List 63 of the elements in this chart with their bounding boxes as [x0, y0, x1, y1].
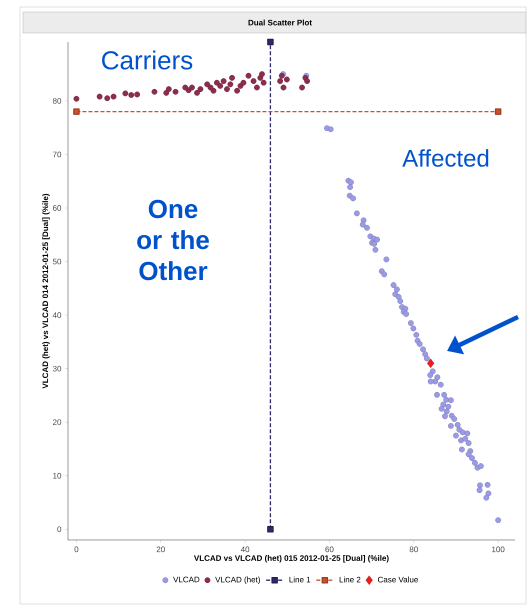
x-tick-label: 0 [74, 546, 78, 552]
point [224, 86, 230, 92]
x-tick-label: 60 [325, 546, 334, 552]
point [198, 86, 204, 92]
legend-label: Line 2 [340, 576, 360, 582]
point [267, 526, 274, 533]
point [304, 78, 310, 84]
point [494, 108, 502, 115]
point [210, 88, 216, 94]
point [227, 81, 234, 88]
legend-label: VLCAD [173, 576, 200, 582]
point [128, 92, 134, 98]
point [110, 94, 116, 100]
x-tick-label: 100 [492, 546, 504, 552]
y-tick-label: 80 [52, 98, 62, 104]
point [260, 80, 267, 86]
point [104, 95, 110, 102]
y-tick-label: 40 [52, 312, 62, 318]
point [194, 90, 200, 96]
point [217, 83, 224, 89]
point [152, 88, 158, 95]
point [259, 71, 265, 78]
x-tick-label: 20 [156, 546, 165, 552]
point [214, 80, 220, 86]
point [240, 80, 246, 86]
annotation: Affected [402, 149, 488, 167]
point [277, 78, 284, 84]
y-tick-label: 50 [52, 258, 62, 264]
y-tick-label: 30 [52, 366, 62, 372]
chart-title: Dual Scatter Plot [248, 20, 312, 26]
point [166, 86, 172, 92]
legend-label: Case Value [378, 576, 418, 582]
point [284, 76, 290, 82]
point [254, 84, 260, 90]
point [246, 72, 252, 79]
y-tick-label: 20 [52, 419, 62, 426]
y-axis-title: VLCAD (het) vs VLCAD 014 2012-01-25 [Dual] (%ile) [42, 194, 50, 389]
point [74, 96, 80, 102]
point [229, 74, 235, 81]
point [220, 78, 227, 84]
legend-label: VLCAD (het) [215, 576, 260, 584]
point [427, 358, 434, 368]
x-axis-title: VLCAD vs VLCAD (het) 015 2012-01-25 [Dual] (%ile) [194, 555, 389, 563]
point [280, 84, 286, 90]
y-tick-label: 10 [53, 472, 62, 479]
annotation: Carriers [102, 50, 192, 70]
y-tick-label: 70 [52, 152, 62, 158]
annotation: One or the Other [137, 200, 209, 280]
point [234, 88, 240, 94]
point [122, 90, 128, 96]
x-tick-label: 80 [410, 546, 418, 552]
point [299, 84, 305, 90]
y-tick-label: 60 [52, 205, 62, 211]
point [73, 108, 80, 115]
point [96, 94, 103, 100]
x-tick-label: 40 [240, 546, 250, 552]
point [189, 84, 195, 90]
point [134, 92, 140, 98]
point [267, 38, 274, 46]
y-tick-label: 0 [57, 526, 62, 532]
legend-label: Line 1 [290, 576, 310, 582]
point [250, 78, 256, 84]
point [172, 88, 178, 95]
